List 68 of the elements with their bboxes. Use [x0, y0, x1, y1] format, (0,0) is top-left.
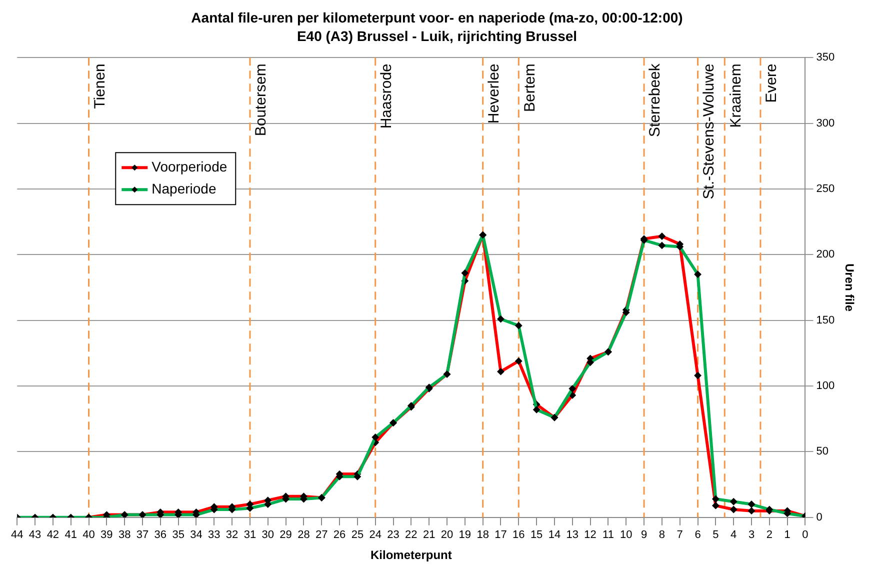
x-tick-label: 10 — [620, 529, 632, 542]
x-tick-label: 37 — [136, 529, 149, 542]
x-tick-label: 9 — [640, 529, 648, 542]
y-axis-title: Uren file — [842, 263, 856, 312]
x-tick-label: 42 — [46, 529, 60, 542]
x-tick-label: 43 — [28, 529, 42, 542]
y-tick-label: 150 — [816, 314, 835, 326]
x-tick-label: 21 — [422, 529, 436, 542]
x-tick-label: 24 — [369, 529, 382, 542]
x-tick-label: 38 — [118, 529, 131, 542]
y-tick-label: 350 — [816, 52, 835, 64]
x-axis-title: Kilometerpunt — [370, 548, 452, 562]
x-tick-label: 8 — [658, 529, 666, 542]
x-tick-label: 3 — [748, 529, 755, 542]
ref-line-label: Tienen — [91, 64, 108, 109]
ref-line-label: Boutersem — [252, 64, 270, 136]
y-tick-label: 300 — [816, 117, 835, 130]
y-tick-label: 50 — [816, 446, 828, 458]
ref-line-label: St.-Stevens-Woluwe — [700, 64, 718, 200]
x-tick-label: 30 — [262, 529, 274, 542]
y-tick-label: 0 — [816, 511, 822, 524]
x-tick-label: 22 — [405, 529, 418, 542]
legend-label: Voorperiode — [152, 158, 228, 174]
x-tick-label: 39 — [100, 529, 113, 542]
chart-title: Aantal file-uren per kilometerpunt voor- en naperiode (ma-zo, 00:00-12:00) — [191, 9, 683, 26]
x-tick-label: 27 — [315, 529, 328, 542]
x-tick-label: 31 — [244, 529, 256, 542]
x-tick-label: 40 — [82, 529, 95, 542]
x-tick-label: 32 — [226, 529, 238, 542]
x-tick-label: 5 — [712, 529, 719, 542]
x-tick-label: 1 — [784, 529, 790, 542]
x-tick-label: 17 — [494, 529, 507, 542]
y-tick-label: 100 — [816, 380, 835, 392]
x-tick-label: 14 — [548, 529, 561, 542]
x-tick-label: 13 — [566, 529, 579, 542]
x-tick-label: 19 — [458, 529, 472, 542]
x-tick-label: 11 — [602, 529, 614, 542]
y-tick-label: 250 — [816, 183, 835, 196]
ref-line-label: Sterrebeek — [646, 63, 664, 137]
x-tick-label: 6 — [694, 529, 701, 542]
x-tick-label: 20 — [440, 529, 454, 542]
ref-line-label: Haasrode — [378, 64, 395, 129]
x-tick-label: 16 — [512, 529, 525, 542]
x-tick-label: 23 — [387, 529, 400, 542]
x-tick-label: 4 — [730, 529, 737, 542]
x-tick-label: 26 — [333, 529, 346, 542]
x-tick-label: 7 — [676, 529, 683, 542]
x-tick-label: 18 — [476, 529, 489, 542]
x-tick-label: 2 — [766, 529, 772, 542]
x-tick-label: 44 — [10, 529, 24, 542]
ref-line-label: Heverlee — [485, 64, 502, 124]
x-tick-label: 28 — [298, 529, 310, 542]
x-tick-label: 15 — [530, 529, 543, 542]
chart-subtitle: E40 (A3) Brussel - Luik, rijrichting Brussel — [296, 28, 578, 44]
x-tick-label: 41 — [64, 529, 77, 542]
legend-label: Naperiode — [152, 180, 216, 196]
x-tick-label: 25 — [351, 529, 364, 542]
x-tick-label: 29 — [280, 529, 292, 542]
x-tick-label: 36 — [154, 529, 167, 542]
ref-line-label: Kraainem — [727, 64, 744, 128]
x-tick-label: 12 — [584, 529, 596, 542]
x-tick-label: 35 — [172, 529, 184, 542]
x-tick-label: 0 — [802, 529, 808, 542]
x-tick-label: 34 — [190, 529, 202, 542]
y-tick-label: 200 — [816, 248, 835, 261]
x-tick-label: 33 — [208, 529, 220, 542]
ref-line-label: Bertem — [521, 64, 538, 112]
ref-line-label: Evere — [763, 64, 780, 103]
